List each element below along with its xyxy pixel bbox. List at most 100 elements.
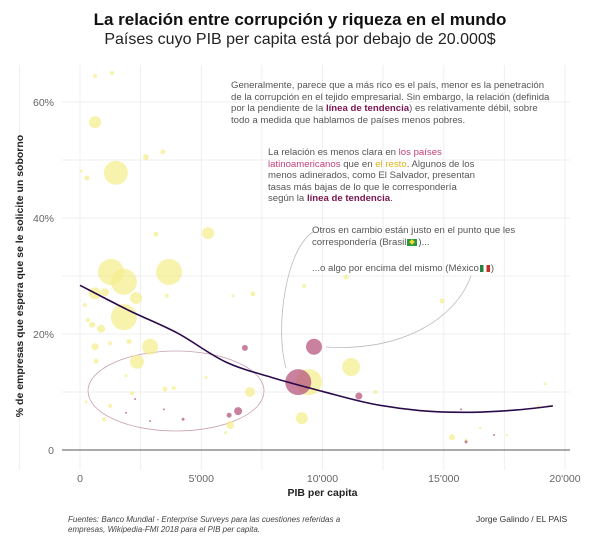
bubble-rest xyxy=(89,321,96,328)
bubble-latam xyxy=(241,344,248,351)
bubble-rest xyxy=(224,431,227,435)
y-axis-label: % de empresas que espera que se le solic… xyxy=(14,134,26,418)
x-axis-label: PIB per capita xyxy=(287,487,358,499)
credit: Jorge Galindo / EL PAIS xyxy=(476,514,568,524)
bubble-latam xyxy=(285,369,312,396)
brazil-flag-icon xyxy=(407,238,418,246)
bubble-rest xyxy=(84,400,88,404)
bubble-rest xyxy=(110,71,115,75)
annotation-text: La relación es menos clara en xyxy=(268,147,399,158)
bubble-latam xyxy=(459,408,462,411)
bubble-latam xyxy=(149,420,152,422)
bubble-rest xyxy=(84,175,90,181)
bubble-latam xyxy=(464,440,468,444)
annotation-text: ) es relativamente débil, sobre todo a m… xyxy=(231,103,538,126)
x-tick-label: 10'000 xyxy=(307,473,338,485)
bubble-rest xyxy=(342,358,361,377)
bubble-latam xyxy=(125,411,128,414)
x-tick-label: 5'000 xyxy=(189,473,215,485)
bubble-rest xyxy=(155,258,182,285)
y-tick-label: 0 xyxy=(48,445,54,457)
annotation-latam: La relación es menos clara en los países… xyxy=(268,147,478,205)
bubble-rest xyxy=(110,268,137,295)
bubble-latam xyxy=(234,407,243,416)
bubble-rest xyxy=(82,303,87,307)
bubble-latam xyxy=(355,392,363,400)
callout-line-brazil xyxy=(281,231,314,369)
bubble-rest xyxy=(302,283,307,288)
chart-subtitle: Países cuyo PIB per capita está por deba… xyxy=(104,31,496,48)
bubble-rest xyxy=(108,403,113,408)
bubble-latam xyxy=(181,417,185,421)
bubble-rest xyxy=(439,298,445,304)
annotation-text: . xyxy=(390,193,393,205)
bubble-rest xyxy=(130,292,143,305)
bubble-rest xyxy=(142,338,159,355)
bubble-rest xyxy=(142,154,149,161)
bubble-rest xyxy=(543,382,547,386)
annotation-highlight-latam: los países latinoamericanos xyxy=(268,147,442,170)
bubble-rest xyxy=(103,160,128,185)
annotation-highlight-trend: línea de tendencia xyxy=(325,103,410,115)
y-tick-label: 60% xyxy=(33,97,54,109)
x-tick-label: 20'000 xyxy=(549,473,580,485)
bubble-rest xyxy=(295,412,308,425)
bubble-latam xyxy=(162,408,165,411)
bubble-rest xyxy=(126,339,132,345)
bubble-rest xyxy=(124,374,128,378)
bubble-latam xyxy=(226,412,232,418)
bubble-rest xyxy=(171,385,176,390)
bubble-rest xyxy=(102,417,107,422)
bubble-rest xyxy=(231,294,235,298)
annotation-text: que en xyxy=(340,158,376,170)
bubble-latam xyxy=(306,338,323,355)
bubble-rest xyxy=(100,288,109,297)
bubble-rest xyxy=(91,343,99,351)
bubble-latam xyxy=(134,397,137,400)
bubble-latam xyxy=(492,433,495,436)
bubble-rest xyxy=(108,341,113,346)
annotation-ellipse xyxy=(87,350,265,432)
bubble-rest xyxy=(244,387,255,397)
annotation-text: ) xyxy=(490,263,495,274)
annotation-brazil: Otros en cambio están justo en el punto … xyxy=(312,225,527,248)
annotation-text: . Algunos de los menos adinerados, como … xyxy=(268,158,475,205)
bubble-rest xyxy=(130,391,135,396)
annotation-text: ...o algo por encima del mismo (México xyxy=(312,263,479,274)
bubble-rest xyxy=(204,376,208,379)
y-tick-label: 40% xyxy=(33,213,54,225)
bubble-rest xyxy=(89,116,102,129)
bubble-rest xyxy=(343,274,349,280)
bubble-rest xyxy=(97,324,106,333)
bubble-rest xyxy=(505,433,508,437)
trend-line xyxy=(79,284,553,414)
bubble-rest xyxy=(226,421,235,430)
y-tick-label: 20% xyxy=(33,329,54,341)
x-tick-label: 15'000 xyxy=(428,473,459,485)
bubble-rest xyxy=(129,354,144,369)
annotation-highlight-trend: línea de tendencia xyxy=(306,193,391,205)
bubble-rest xyxy=(202,227,215,240)
mexico-flag-icon xyxy=(479,264,490,272)
bubble-rest xyxy=(478,426,482,430)
bubble-rest xyxy=(79,169,83,173)
annotation-text: Generalmente, parece que a más rico es e… xyxy=(231,80,550,115)
annotation-mexico: ...o algo por encima del mismo (México) xyxy=(312,263,542,275)
bubble-rest xyxy=(160,149,166,155)
annotation-text: Otros en cambio están justo en el punto … xyxy=(312,225,516,248)
source-note: Fuentes: Banco Mundial - Enterprise Surv… xyxy=(68,515,341,534)
x-tick-label: 0 xyxy=(77,473,83,485)
bubble-rest xyxy=(250,291,256,297)
bubble-rest xyxy=(373,390,378,394)
chart-title: La relación entre corrupción y riqueza e… xyxy=(93,10,507,29)
annotation-highlight-rest: el resto xyxy=(375,158,407,170)
annotation-text: )... xyxy=(418,236,430,248)
bubble-rest xyxy=(93,358,99,364)
bubble-rest xyxy=(86,318,91,323)
bubble-rest xyxy=(93,73,98,78)
callout-line-mexico xyxy=(325,275,472,348)
bubble-rest xyxy=(153,231,159,237)
bubble-rest xyxy=(162,386,168,392)
bubble-rest xyxy=(164,293,169,298)
